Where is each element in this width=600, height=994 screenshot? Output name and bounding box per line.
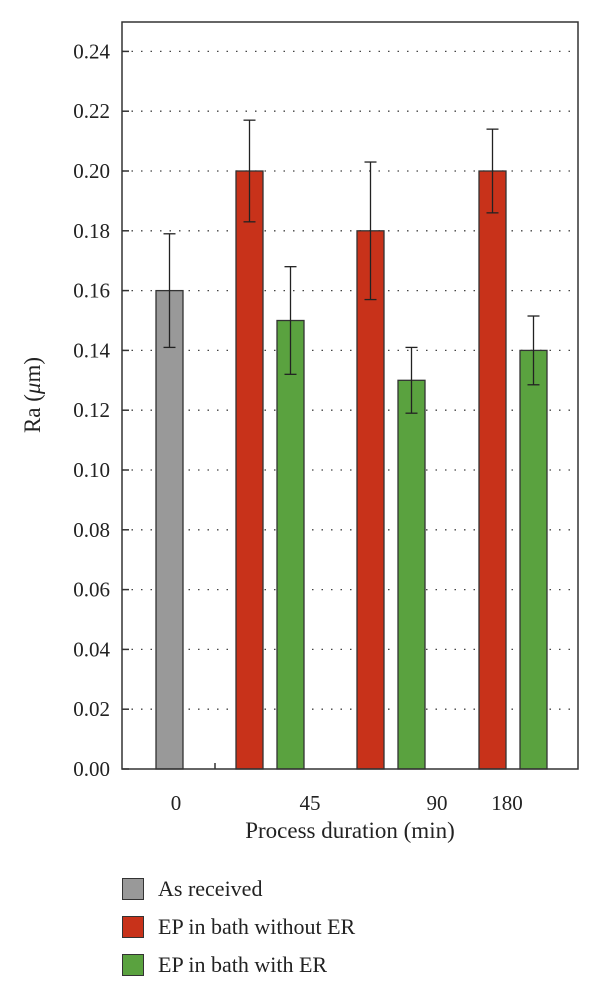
gridlines <box>122 50 578 710</box>
legend: As received EP in bath without ER EP in … <box>122 870 355 984</box>
bars <box>155 170 548 770</box>
bar <box>478 170 507 770</box>
y-tick-label: 0.16 <box>73 279 110 303</box>
bar <box>397 379 426 770</box>
y-tick-label: 0.02 <box>73 697 110 721</box>
y-tick-label: 0.10 <box>73 458 110 482</box>
bar-chart: 0.00 0.02 0.04 0.06 0.08 0.10 0.12 0.14 0.16 0.18… <box>20 21 579 843</box>
x-tick-label: 180 <box>491 791 523 815</box>
y-tick-label: 0.00 <box>73 757 110 781</box>
y-tick-label: 0.04 <box>73 637 110 661</box>
error-bars <box>163 119 540 414</box>
bar <box>519 349 548 770</box>
bar <box>235 170 264 770</box>
x-tick-label: 0 <box>171 791 182 815</box>
y-tick-label: 0.14 <box>73 338 110 362</box>
legend-label-as-received: As received <box>158 876 263 901</box>
legend-item-ep-with-er: EP in bath with ER <box>122 946 355 984</box>
y-tick-label: 0.20 <box>73 159 110 183</box>
y-tick-label: 0.22 <box>73 99 110 123</box>
legend-swatch-as-received <box>122 878 144 900</box>
bar <box>356 230 385 770</box>
x-tick-label: 45 <box>300 791 321 815</box>
y-tick-label: 0.06 <box>73 578 110 602</box>
legend-item-as-received: As received <box>122 870 355 908</box>
bar <box>276 319 305 770</box>
y-axis-ticks: 0.00 0.02 0.04 0.06 0.08 0.10 0.12 0.14 0.16 0.18… <box>73 39 129 781</box>
legend-swatch-ep-without-er <box>122 916 144 938</box>
y-tick-label: 0.24 <box>73 39 110 63</box>
y-axis-label: Ra (μm) <box>20 357 45 433</box>
x-axis-ticks: 0 45 90 180 <box>171 763 523 815</box>
x-tick-label: 90 <box>427 791 448 815</box>
x-axis-label: Process duration (min) <box>245 818 455 843</box>
bar <box>155 289 184 770</box>
legend-swatch-ep-with-er <box>122 954 144 976</box>
y-tick-label: 0.12 <box>73 398 110 422</box>
plot-frame <box>121 21 579 770</box>
y-tick-label: 0.08 <box>73 518 110 542</box>
legend-label-ep-without-er: EP in bath without ER <box>158 914 356 939</box>
legend-label-ep-with-er: EP in bath with ER <box>158 952 328 977</box>
legend-item-ep-without-er: EP in bath without ER <box>122 908 355 946</box>
y-tick-label: 0.18 <box>73 219 110 243</box>
